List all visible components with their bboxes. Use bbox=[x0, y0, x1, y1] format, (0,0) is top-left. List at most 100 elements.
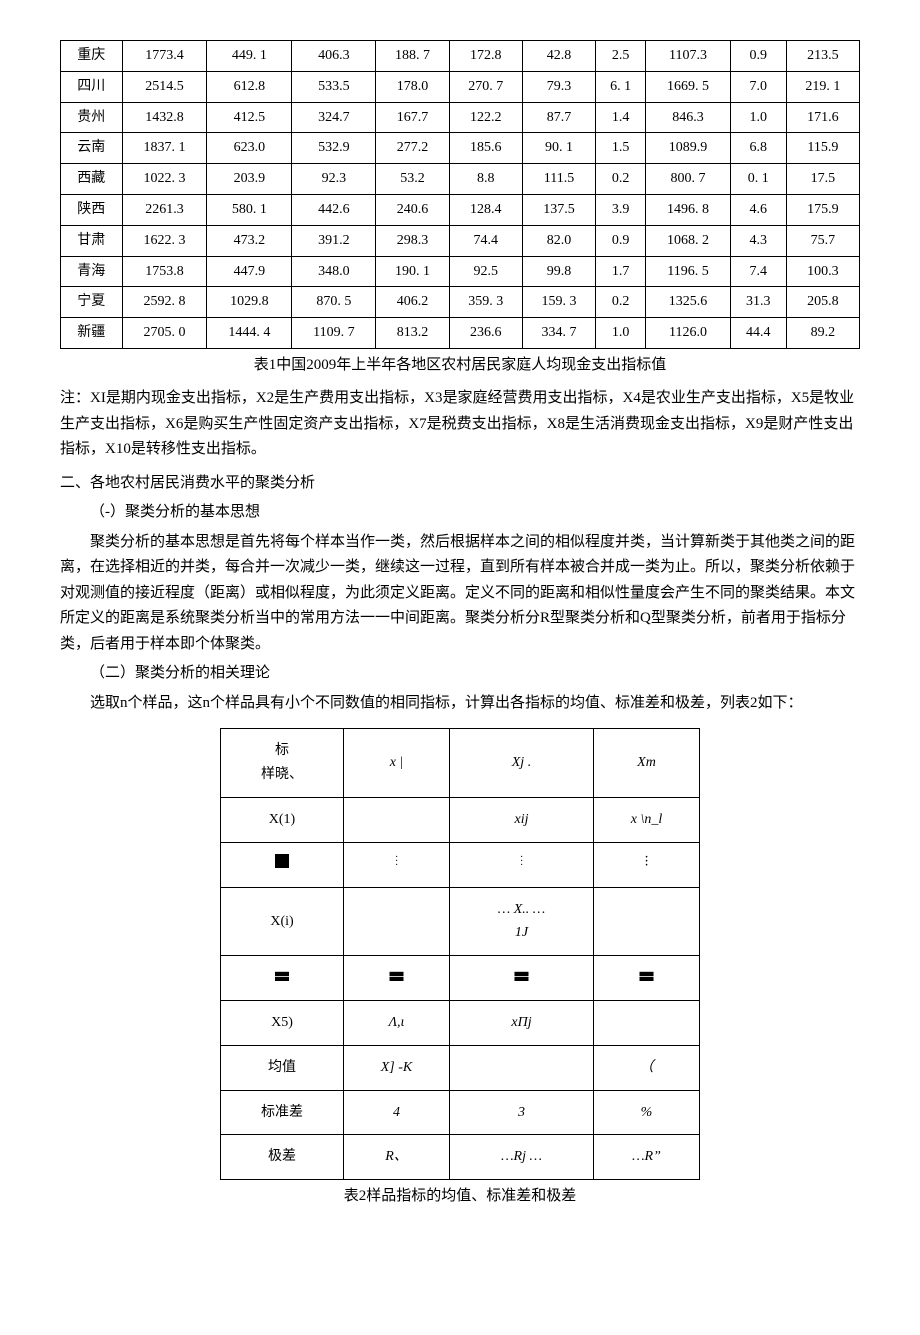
value-cell: x \n_l bbox=[593, 798, 699, 843]
value-cell: 1444. 4 bbox=[207, 318, 292, 349]
value-cell: 391.2 bbox=[292, 225, 376, 256]
value-cell: 90. 1 bbox=[522, 133, 595, 164]
value-cell: 298.3 bbox=[376, 225, 449, 256]
region-cell: 新疆 bbox=[61, 318, 123, 349]
value-cell: xΠj bbox=[449, 1001, 593, 1046]
value-cell: 0. 1 bbox=[730, 164, 786, 195]
subsection-1-body: 聚类分析的基本思想是首先将每个样本当作一类，然后根据样本之间的相似程度并类，当计… bbox=[60, 530, 860, 658]
value-cell: 412.5 bbox=[207, 102, 292, 133]
table-1: 重庆1773.4449. 1406.3188. 7172.842.82.5110… bbox=[60, 40, 860, 349]
value-cell: 0.9 bbox=[730, 41, 786, 72]
value-cell: 53.2 bbox=[376, 164, 449, 195]
value-cell: 612.8 bbox=[207, 71, 292, 102]
value-cell: 0.9 bbox=[596, 225, 646, 256]
value-cell: 1837. 1 bbox=[122, 133, 207, 164]
value-cell: % bbox=[593, 1090, 699, 1135]
value-cell: 447.9 bbox=[207, 256, 292, 287]
value-cell: 4 bbox=[344, 1090, 450, 1135]
value-cell: X] -K bbox=[344, 1045, 450, 1090]
value-cell: 870. 5 bbox=[292, 287, 376, 318]
value-cell: 1.5 bbox=[596, 133, 646, 164]
value-cell: 17.5 bbox=[786, 164, 859, 195]
header-cell: x | bbox=[344, 729, 450, 798]
value-cell: 800. 7 bbox=[646, 164, 731, 195]
subsection-1-title: （-）聚类分析的基本思想 bbox=[60, 500, 860, 526]
table-row: ▬▬▬▬▬▬▬▬ bbox=[221, 956, 700, 1001]
value-cell: 172.8 bbox=[449, 41, 522, 72]
value-cell: 6.8 bbox=[730, 133, 786, 164]
value-cell: 87.7 bbox=[522, 102, 595, 133]
value-cell: ▬▬ bbox=[344, 956, 450, 1001]
value-cell: 6. 1 bbox=[596, 71, 646, 102]
header-cell: Xm bbox=[593, 729, 699, 798]
value-cell: 128.4 bbox=[449, 194, 522, 225]
value-cell: 100.3 bbox=[786, 256, 859, 287]
value-cell bbox=[344, 887, 450, 956]
value-cell: 190. 1 bbox=[376, 256, 449, 287]
value-cell: 99.8 bbox=[522, 256, 595, 287]
value-cell: 167.7 bbox=[376, 102, 449, 133]
region-cell: 重庆 bbox=[61, 41, 123, 72]
table-row: 青海1753.8447.9348.0190. 192.599.81.71196.… bbox=[61, 256, 860, 287]
value-cell: 1622. 3 bbox=[122, 225, 207, 256]
value-cell: 473.2 bbox=[207, 225, 292, 256]
table-row: 云南1837. 1623.0532.9277.2185.690. 11.5108… bbox=[61, 133, 860, 164]
subsection-2-body: 选取n个样品，这n个样品具有小个不同数值的相同指标，计算出各指标的均值、标准差和… bbox=[60, 691, 860, 717]
value-cell: 359. 3 bbox=[449, 287, 522, 318]
value-cell: 1.0 bbox=[730, 102, 786, 133]
value-cell: 74.4 bbox=[449, 225, 522, 256]
table-row: 四川2514.5612.8533.5178.0270. 779.36. 1166… bbox=[61, 71, 860, 102]
footnote: 注：XI是期内现金支出指标，X2是生产费用支出指标，X3是家庭经营费用支出指标，… bbox=[60, 386, 860, 463]
value-cell: 406.2 bbox=[376, 287, 449, 318]
value-cell: 623.0 bbox=[207, 133, 292, 164]
value-cell: 171.6 bbox=[786, 102, 859, 133]
region-cell: 陕西 bbox=[61, 194, 123, 225]
value-cell: 449. 1 bbox=[207, 41, 292, 72]
value-cell: 178.0 bbox=[376, 71, 449, 102]
value-cell: 270. 7 bbox=[449, 71, 522, 102]
value-cell: 533.5 bbox=[292, 71, 376, 102]
value-cell: 4.6 bbox=[730, 194, 786, 225]
value-cell: …R” bbox=[593, 1135, 699, 1180]
value-cell: 31.3 bbox=[730, 287, 786, 318]
table-row: 均值X] -K（ bbox=[221, 1045, 700, 1090]
table-row: 宁夏2592. 81029.8870. 5406.2359. 3159. 30.… bbox=[61, 287, 860, 318]
value-cell: 2261.3 bbox=[122, 194, 207, 225]
value-cell: 79.3 bbox=[522, 71, 595, 102]
value-cell: 122.2 bbox=[449, 102, 522, 133]
value-cell: 1.4 bbox=[596, 102, 646, 133]
value-cell: 175.9 bbox=[786, 194, 859, 225]
value-cell: 7.4 bbox=[730, 256, 786, 287]
region-cell: 贵州 bbox=[61, 102, 123, 133]
value-cell: 1753.8 bbox=[122, 256, 207, 287]
value-cell: 1669. 5 bbox=[646, 71, 731, 102]
header-cell: Xj . bbox=[449, 729, 593, 798]
value-cell: 1773.4 bbox=[122, 41, 207, 72]
subsection-2-title: （二）聚类分析的相关理论 bbox=[60, 661, 860, 687]
value-cell: 1029.8 bbox=[207, 287, 292, 318]
value-cell: 92.5 bbox=[449, 256, 522, 287]
value-cell: 1089.9 bbox=[646, 133, 731, 164]
table-row: X(i)… X.. … 1J bbox=[221, 887, 700, 956]
value-cell: 532.9 bbox=[292, 133, 376, 164]
value-cell: 0.2 bbox=[596, 164, 646, 195]
region-cell: 宁夏 bbox=[61, 287, 123, 318]
value-cell: 324.7 bbox=[292, 102, 376, 133]
value-cell: Λ,ι bbox=[344, 1001, 450, 1046]
value-cell: 1.7 bbox=[596, 256, 646, 287]
value-cell: 185.6 bbox=[449, 133, 522, 164]
value-cell: 159. 3 bbox=[522, 287, 595, 318]
value-cell: 2.5 bbox=[596, 41, 646, 72]
value-cell: ▬▬ bbox=[449, 956, 593, 1001]
value-cell: 3.9 bbox=[596, 194, 646, 225]
value-cell: 846.3 bbox=[646, 102, 731, 133]
value-cell: 442.6 bbox=[292, 194, 376, 225]
value-cell: 82.0 bbox=[522, 225, 595, 256]
value-cell: 188. 7 bbox=[376, 41, 449, 72]
value-cell: 4.3 bbox=[730, 225, 786, 256]
table-1-caption: 表1中国2009年上半年各地区农村居民家庭人均现金支出指标值 bbox=[60, 353, 860, 379]
value-cell: 1109. 7 bbox=[292, 318, 376, 349]
table-2-caption: 表2样品指标的均值、标准差和极差 bbox=[60, 1184, 860, 1210]
table-row: X(1)xijx \n_l bbox=[221, 798, 700, 843]
value-cell: 277.2 bbox=[376, 133, 449, 164]
